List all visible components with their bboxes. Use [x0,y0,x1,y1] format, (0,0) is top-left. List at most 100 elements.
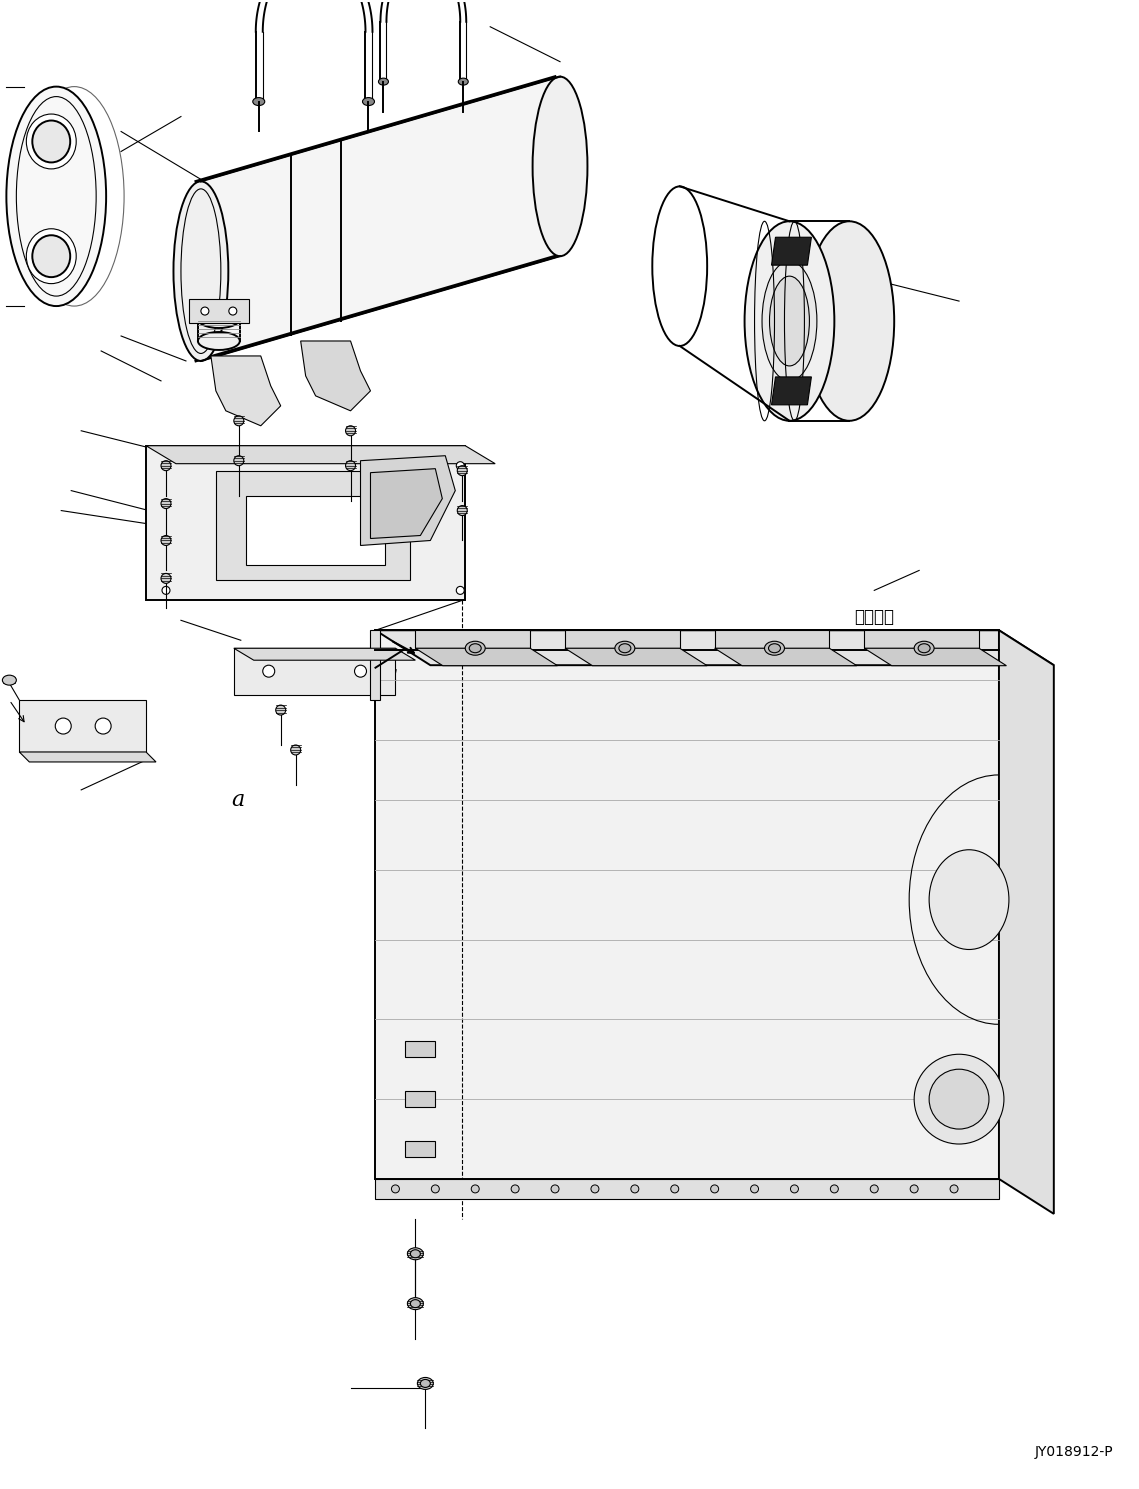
Ellipse shape [711,1185,719,1193]
Polygon shape [376,630,999,1179]
Ellipse shape [790,1185,798,1193]
Ellipse shape [161,536,171,545]
Ellipse shape [457,506,467,515]
Ellipse shape [161,573,171,584]
Polygon shape [565,648,707,666]
Bar [405,1091,435,1108]
Ellipse shape [7,86,106,307]
Polygon shape [301,341,370,411]
Polygon shape [216,471,410,581]
Ellipse shape [618,643,631,652]
Text: JY018912-P: JY018912-P [1035,1446,1114,1459]
Ellipse shape [671,1185,679,1193]
Polygon shape [865,648,1007,666]
Ellipse shape [276,706,286,715]
Ellipse shape [200,307,208,316]
Ellipse shape [32,121,71,162]
Bar [376,1179,999,1199]
Ellipse shape [410,1249,420,1258]
Polygon shape [416,648,557,666]
Ellipse shape [253,98,264,106]
Ellipse shape [378,77,388,85]
Ellipse shape [96,718,112,734]
Ellipse shape [615,642,634,655]
Ellipse shape [162,587,170,594]
Ellipse shape [233,456,244,466]
Ellipse shape [745,222,835,421]
Ellipse shape [472,1185,480,1193]
Ellipse shape [591,1185,599,1193]
Ellipse shape [26,229,76,283]
Bar [865,630,980,648]
Ellipse shape [804,222,894,421]
Polygon shape [246,496,385,566]
Ellipse shape [870,1185,878,1193]
Ellipse shape [32,235,71,277]
Ellipse shape [198,310,240,328]
Ellipse shape [2,675,16,685]
Ellipse shape [417,1377,433,1389]
Ellipse shape [233,415,244,426]
Ellipse shape [408,1248,424,1260]
Ellipse shape [915,642,934,655]
Bar [405,1141,435,1157]
Ellipse shape [420,1379,431,1388]
Ellipse shape [751,1185,759,1193]
Ellipse shape [458,77,468,85]
Ellipse shape [929,850,1009,950]
Polygon shape [714,648,857,666]
Ellipse shape [26,115,76,168]
Polygon shape [211,356,280,426]
Ellipse shape [410,1300,420,1307]
Ellipse shape [290,744,301,755]
Ellipse shape [764,642,785,655]
Ellipse shape [910,1185,918,1193]
Ellipse shape [915,1054,1003,1144]
Bar [370,630,380,700]
Ellipse shape [457,587,465,594]
Polygon shape [19,752,156,762]
Ellipse shape [229,307,237,316]
Polygon shape [146,445,465,600]
Bar [714,630,829,648]
Ellipse shape [533,76,588,256]
Polygon shape [233,648,416,660]
Polygon shape [376,630,1054,666]
Polygon shape [999,630,1054,1214]
Text: a: a [231,789,245,812]
Ellipse shape [432,1185,440,1193]
Bar [416,630,530,648]
Ellipse shape [457,462,465,469]
Ellipse shape [769,643,780,652]
Ellipse shape [345,426,355,436]
Polygon shape [146,445,495,463]
Polygon shape [771,377,811,405]
Ellipse shape [173,182,228,360]
Ellipse shape [457,466,467,475]
Ellipse shape [392,1185,400,1193]
Ellipse shape [198,332,240,350]
Polygon shape [200,76,560,360]
Ellipse shape [830,1185,838,1193]
Text: Engine: Engine [854,633,909,648]
Polygon shape [370,469,442,539]
Bar [405,1041,435,1057]
Ellipse shape [918,643,931,652]
Ellipse shape [511,1185,519,1193]
Ellipse shape [161,499,171,509]
Polygon shape [233,648,395,695]
Polygon shape [361,456,456,545]
Polygon shape [19,700,146,752]
Ellipse shape [465,642,485,655]
Ellipse shape [770,275,810,366]
Ellipse shape [551,1185,559,1193]
Ellipse shape [631,1185,639,1193]
Ellipse shape [56,718,72,734]
Ellipse shape [950,1185,958,1193]
Ellipse shape [929,1069,989,1129]
Ellipse shape [161,460,171,471]
Ellipse shape [354,666,367,677]
Text: エンジン: エンジン [854,609,894,627]
Bar [189,299,248,323]
Ellipse shape [362,98,375,106]
